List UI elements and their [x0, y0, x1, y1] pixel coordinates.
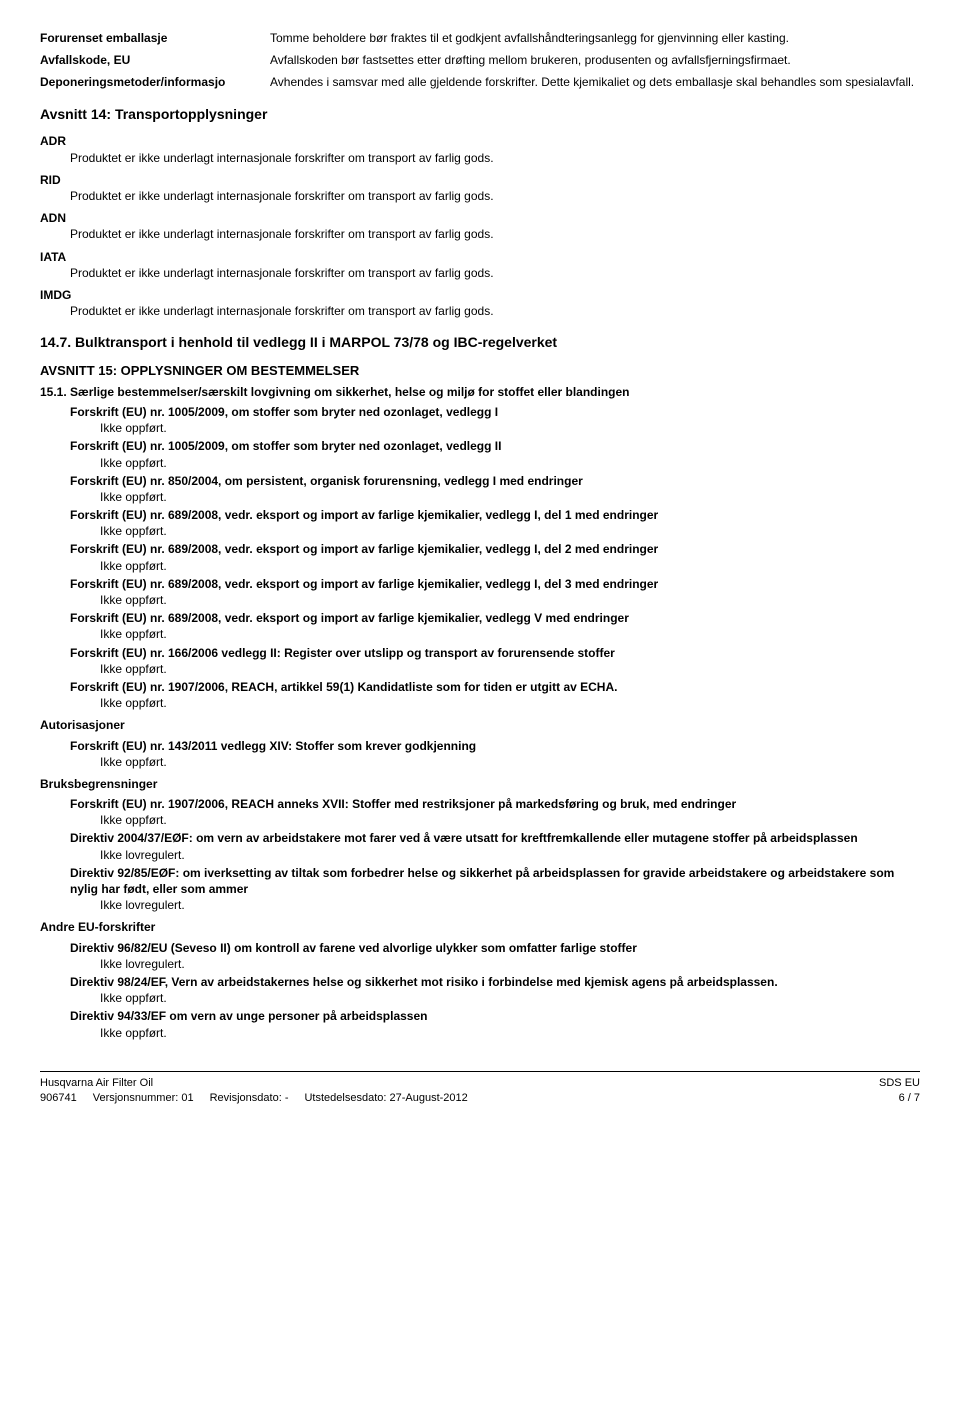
transport-text: Produktet er ikke underlagt internasjona…: [40, 265, 920, 281]
footer-right: SDS EU 6 / 7: [879, 1076, 920, 1106]
reg-title: Forskrift (EU) nr. 1907/2006, REACH anne…: [40, 796, 920, 812]
reg-title: Forskrift (EU) nr. 143/2011 vedlegg XIV:…: [40, 738, 920, 754]
reg-title: Direktiv 92/85/EØF: om iverksetting av t…: [40, 865, 920, 897]
reg-title: Forskrift (EU) nr. 1907/2006, REACH, art…: [40, 679, 920, 695]
reg-item: Forskrift (EU) nr. 689/2008, vedr. ekspo…: [40, 541, 920, 573]
reg-status: Ikke oppført.: [40, 523, 920, 539]
section15-heading: AVSNITT 15: OPPLYSNINGER OM BESTEMMELSER: [40, 362, 920, 380]
reg-title: Forskrift (EU) nr. 689/2008, vedr. ekspo…: [40, 541, 920, 557]
footer-sds: SDS EU: [879, 1076, 920, 1091]
reg-status: Ikke oppført.: [40, 990, 920, 1006]
transport-item: IATA Produktet er ikke underlagt interna…: [40, 249, 920, 281]
transport-item: IMDG Produktet er ikke underlagt interna…: [40, 287, 920, 319]
other-list: Direktiv 96/82/EU (Seveso II) om kontrol…: [40, 940, 920, 1041]
auth-list: Forskrift (EU) nr. 143/2011 vedlegg XIV:…: [40, 738, 920, 770]
reg-item: Forskrift (EU) nr. 1907/2006, REACH, art…: [40, 679, 920, 711]
transport-item: ADR Produktet er ikke underlagt internas…: [40, 133, 920, 165]
kv-row: Deponeringsmetoder/informasjo Avhendes i…: [40, 74, 920, 90]
transport-code: RID: [40, 172, 920, 188]
reg-title: Forskrift (EU) nr. 689/2008, vedr. ekspo…: [40, 507, 920, 523]
reg-item: Forskrift (EU) nr. 143/2011 vedlegg XIV:…: [40, 738, 920, 770]
reg-title: Direktiv 94/33/EF om vern av unge person…: [40, 1008, 920, 1024]
reg-status: Ikke oppført.: [40, 754, 920, 770]
reg-status: Ikke oppført.: [40, 661, 920, 677]
kv-value: Tomme beholdere bør fraktes til et godkj…: [270, 30, 920, 46]
kv-label: Forurenset emballasje: [40, 30, 270, 46]
reg-item: Direktiv 2004/37/EØF: om vern av arbeids…: [40, 830, 920, 862]
reg-status: Ikke oppført.: [40, 558, 920, 574]
footer-issue: Utstedelsesdato: 27-August-2012: [304, 1091, 467, 1106]
reg-status: Ikke oppført.: [40, 626, 920, 642]
restrict-list: Forskrift (EU) nr. 1907/2006, REACH anne…: [40, 796, 920, 913]
reg-status: Ikke lovregulert.: [40, 897, 920, 913]
reg-status: Ikke oppført.: [40, 455, 920, 471]
footer-left: Husqvarna Air Filter Oil 906741 Versjons…: [40, 1076, 468, 1106]
transport-text: Produktet er ikke underlagt internasjona…: [40, 188, 920, 204]
reg-status: Ikke oppført.: [40, 592, 920, 608]
reg-title: Forskrift (EU) nr. 166/2006 vedlegg II: …: [40, 645, 920, 661]
footer-code: 906741: [40, 1091, 77, 1106]
kv-row: Avfallskode, EU Avfallskoden bør fastset…: [40, 52, 920, 68]
reg-item: Forskrift (EU) nr. 689/2008, vedr. ekspo…: [40, 507, 920, 539]
reg-item: Forskrift (EU) nr. 166/2006 vedlegg II: …: [40, 645, 920, 677]
footer-page: 6 / 7: [879, 1091, 920, 1106]
reg-title: Forskrift (EU) nr. 689/2008, vedr. ekspo…: [40, 576, 920, 592]
kv-label: Avfallskode, EU: [40, 52, 270, 68]
reg-title: Direktiv 2004/37/EØF: om vern av arbeids…: [40, 830, 920, 846]
footer-version: Versjonsnummer: 01: [93, 1091, 194, 1106]
kv-value: Avhendes i samsvar med alle gjeldende fo…: [270, 74, 920, 90]
transport-code: IATA: [40, 249, 920, 265]
reg-title: Forskrift (EU) nr. 850/2004, om persiste…: [40, 473, 920, 489]
reg-item: Forskrift (EU) nr. 1005/2009, om stoffer…: [40, 438, 920, 470]
footer-revision: Revisjonsdato: -: [210, 1091, 289, 1106]
reg-title: Forskrift (EU) nr. 1005/2009, om stoffer…: [40, 438, 920, 454]
reg-item: Forskrift (EU) nr. 1907/2006, REACH anne…: [40, 796, 920, 828]
kv-value: Avfallskoden bør fastsettes etter drøfti…: [270, 52, 920, 68]
reg-title: Forskrift (EU) nr. 689/2008, vedr. ekspo…: [40, 610, 920, 626]
reg-status: Ikke oppført.: [40, 420, 920, 436]
reg-item: Direktiv 92/85/EØF: om iverksetting av t…: [40, 865, 920, 914]
transport-code: ADR: [40, 133, 920, 149]
footer-product: Husqvarna Air Filter Oil: [40, 1076, 468, 1091]
restrict-label: Bruksbegrensninger: [40, 776, 920, 792]
reg-item: Direktiv 94/33/EF om vern av unge person…: [40, 1008, 920, 1040]
reg-item: Forskrift (EU) nr. 850/2004, om persiste…: [40, 473, 920, 505]
reg-title: Direktiv 96/82/EU (Seveso II) om kontrol…: [40, 940, 920, 956]
kv-label: Deponeringsmetoder/informasjo: [40, 74, 270, 90]
reg-status: Ikke oppført.: [40, 812, 920, 828]
reg-title: Direktiv 98/24/EF, Vern av arbeidstakern…: [40, 974, 920, 990]
section14-title: Avsnitt 14: Transportopplysninger: [40, 105, 920, 124]
transport-code: IMDG: [40, 287, 920, 303]
transport-list: ADR Produktet er ikke underlagt internas…: [40, 133, 920, 319]
transport-code: ADN: [40, 210, 920, 226]
reg-item: Forskrift (EU) nr. 1005/2009, om stoffer…: [40, 404, 920, 436]
transport-item: ADN Produktet er ikke underlagt internas…: [40, 210, 920, 242]
transport-text: Produktet er ikke underlagt internasjona…: [40, 226, 920, 242]
auth-label: Autorisasjoner: [40, 717, 920, 733]
reg-item: Direktiv 96/82/EU (Seveso II) om kontrol…: [40, 940, 920, 972]
reg-status: Ikke oppført.: [40, 1025, 920, 1041]
reg-item: Forskrift (EU) nr. 689/2008, vedr. ekspo…: [40, 610, 920, 642]
section15-sub: 15.1. Særlige bestemmelser/særskilt lovg…: [40, 384, 920, 400]
reg-status: Ikke lovregulert.: [40, 847, 920, 863]
regs1-list: Forskrift (EU) nr. 1005/2009, om stoffer…: [40, 404, 920, 711]
reg-item: Direktiv 98/24/EF, Vern av arbeidstakern…: [40, 974, 920, 1006]
other-label: Andre EU-forskrifter: [40, 919, 920, 935]
reg-status: Ikke lovregulert.: [40, 956, 920, 972]
reg-status: Ikke oppført.: [40, 489, 920, 505]
transport-text: Produktet er ikke underlagt internasjona…: [40, 303, 920, 319]
transport-item: RID Produktet er ikke underlagt internas…: [40, 172, 920, 204]
transport-text: Produktet er ikke underlagt internasjona…: [40, 150, 920, 166]
bulk-heading: 14.7. Bulktransport i henhold til vedleg…: [40, 333, 920, 352]
reg-title: Forskrift (EU) nr. 1005/2009, om stoffer…: [40, 404, 920, 420]
footer-line2: 906741 Versjonsnummer: 01 Revisjonsdato:…: [40, 1091, 468, 1106]
reg-status: Ikke oppført.: [40, 695, 920, 711]
kv-row: Forurenset emballasje Tomme beholdere bø…: [40, 30, 920, 46]
page-footer: Husqvarna Air Filter Oil 906741 Versjons…: [40, 1071, 920, 1106]
reg-item: Forskrift (EU) nr. 689/2008, vedr. ekspo…: [40, 576, 920, 608]
top-table: Forurenset emballasje Tomme beholdere bø…: [40, 30, 920, 91]
